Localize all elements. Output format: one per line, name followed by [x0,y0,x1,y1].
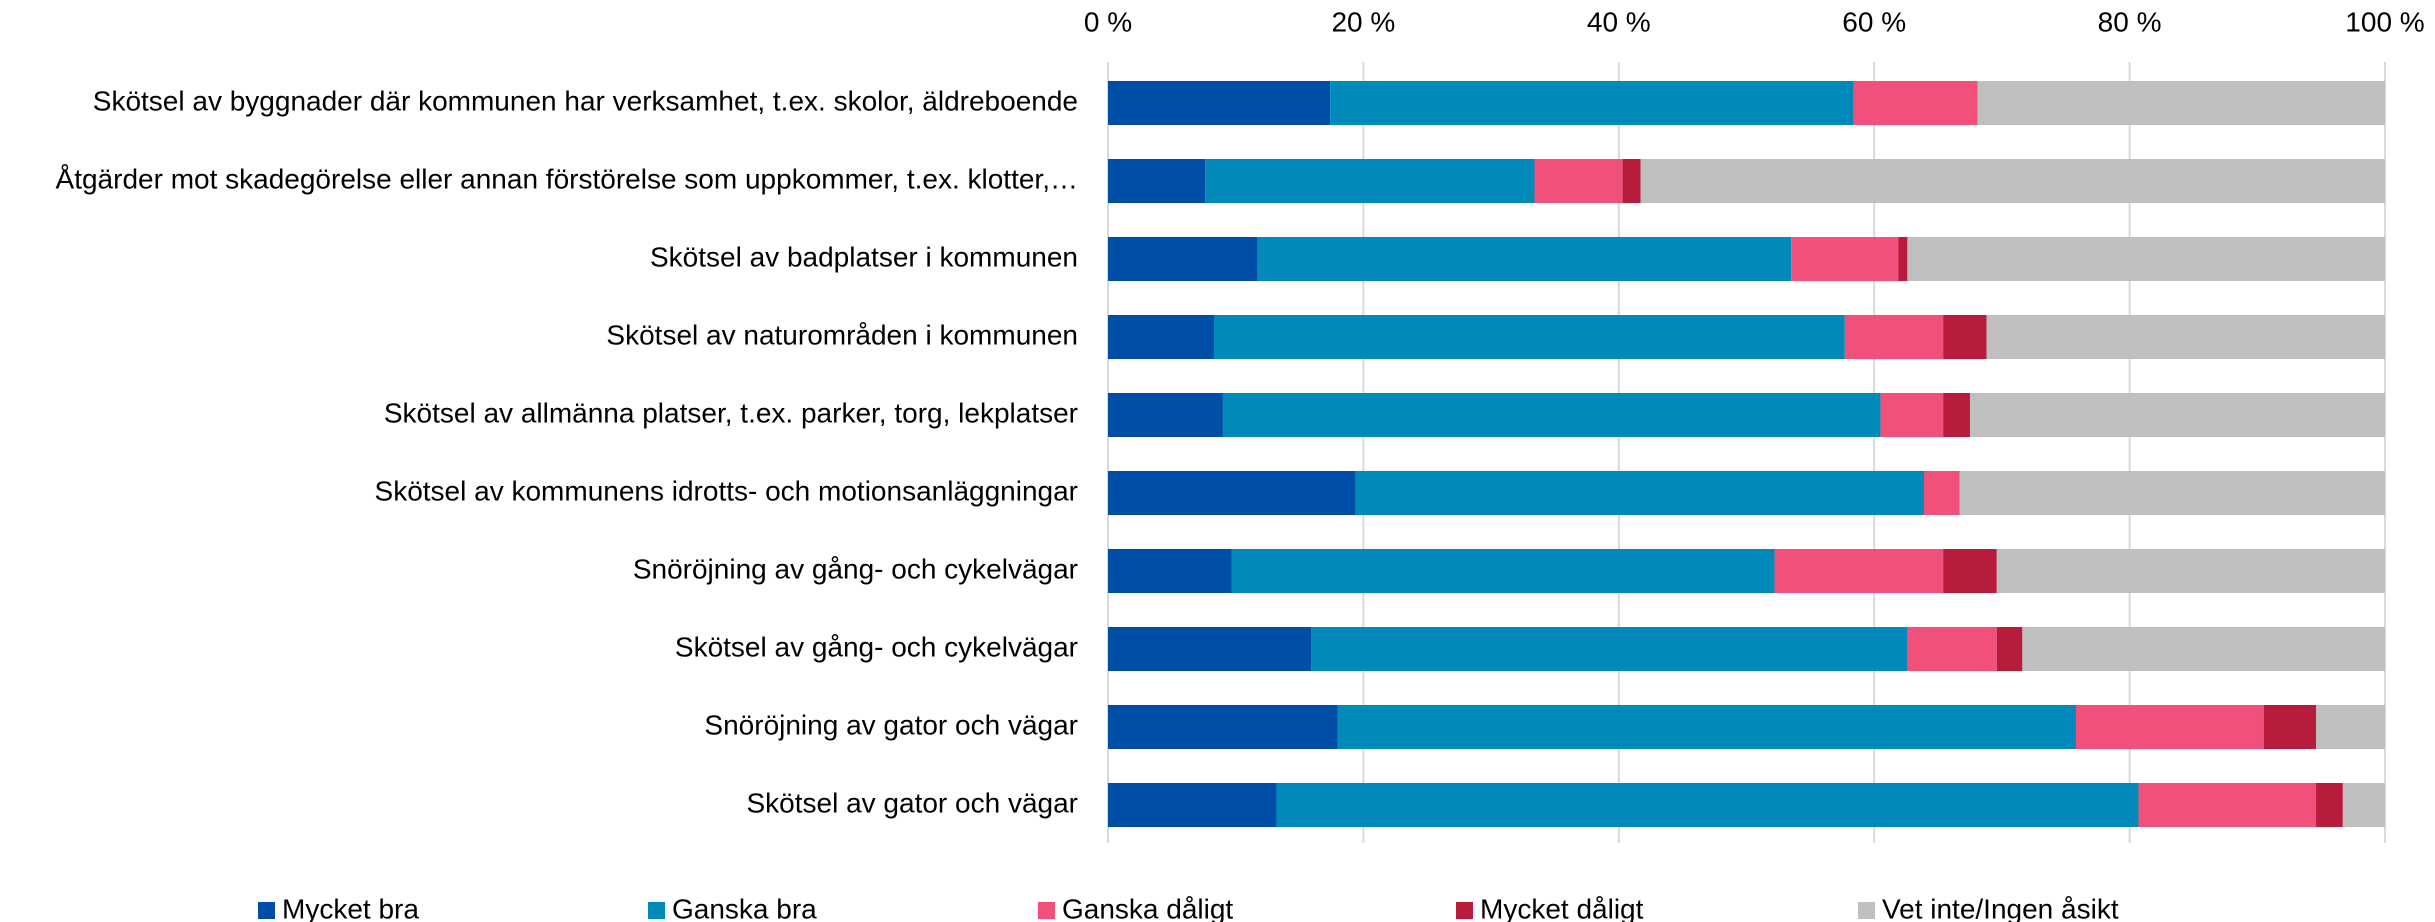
bar-segment [1996,627,2023,671]
legend-swatch [258,902,275,919]
bar-segment [1844,315,1944,359]
bar-segment [1257,237,1792,281]
legend-swatch [1858,902,1875,919]
bar-segment [1534,159,1623,203]
bar-segment [1108,159,1206,203]
legend-label: Vet inte/Ingen åsikt [1882,893,2119,922]
y-tick-label: Skötsel av allmänna platser, t.ex. parke… [384,397,1078,428]
bar-segment [1311,627,1908,671]
y-tick-label: Skötsel av kommunens idrotts- och motion… [375,475,1078,506]
y-tick-label: Snöröjning av gator och vägar [704,709,1078,740]
x-tick-label: 40 % [1587,6,1651,37]
bar-segment [1276,783,2139,827]
y-tick-label: Snöröjning av gång- och cykelvägar [633,553,1078,584]
legend-swatch [1456,902,1473,919]
bar-segment [1959,471,2385,515]
bar-segment [1231,549,1775,593]
x-tick-label: 80 % [2098,6,2162,37]
bar-segment [1330,81,1854,125]
bar-segment [1907,237,2385,281]
bar-segment [1924,471,1960,515]
bar-segment [2316,705,2385,749]
bar-segment [1791,237,1899,281]
bar-segment [2022,627,2385,671]
y-tick-label: Skötsel av byggnader där kommunen har ve… [93,85,1078,116]
bar-segment [1943,393,1970,437]
bar-segment [1108,549,1232,593]
bar-segment [1108,81,1331,125]
legend-swatch [1038,902,1055,919]
legend-label: Mycket dåligt [1480,893,1644,922]
bar-segment [2263,705,2317,749]
bar-segment [2342,783,2385,827]
bar-segment [1880,393,1944,437]
x-tick-label: 0 % [1084,6,1132,37]
bar-segment [1996,549,2385,593]
bar-segment [1108,705,1338,749]
x-tick-label: 20 % [1331,6,1395,37]
bar-segment [1969,393,2385,437]
bar-segment [1355,471,1925,515]
bar-segment [1943,315,1987,359]
y-tick-label: Skötsel av gång- och cykelvägar [675,631,1078,662]
y-tick-label: Skötsel av naturområden i kommunen [606,319,1078,350]
bar-segment [2316,783,2343,827]
bar-segment [1205,159,1535,203]
bar-segment [2075,705,2264,749]
bar-segment [1986,315,2385,359]
bar-segment [1337,705,2076,749]
legend-label: Ganska dåligt [1062,893,1233,922]
bar-segment [1943,549,1997,593]
x-tick-label: 100 % [2345,6,2424,37]
bar-segment [1640,159,2385,203]
bar-segment [1108,627,1312,671]
bar-segment [1222,393,1881,437]
bar-segment [1108,315,1214,359]
bar-segment [1213,315,1845,359]
y-tick-label: Skötsel av gator och vägar [746,787,1078,818]
bar-segment [1853,81,1978,125]
bar-segment [1977,81,2385,125]
bar-segment [1108,471,1356,515]
bar-segment [2138,783,2317,827]
legend-swatch [648,902,665,919]
y-tick-label: Åtgärder mot skadegörelse eller annan fö… [56,163,1078,194]
bar-segment [1108,783,1277,827]
bar-segment [1108,393,1223,437]
bar-segment [1108,237,1258,281]
x-tick-label: 60 % [1842,6,1906,37]
legend-label: Ganska bra [672,893,817,922]
y-tick-label: Skötsel av badplatser i kommunen [650,241,1078,272]
bar-segment [1622,159,1641,203]
legend-label: Mycket bra [282,893,419,922]
bar-segment [1898,237,1908,281]
bar-segment [1907,627,1997,671]
bar-segment [1774,549,1944,593]
